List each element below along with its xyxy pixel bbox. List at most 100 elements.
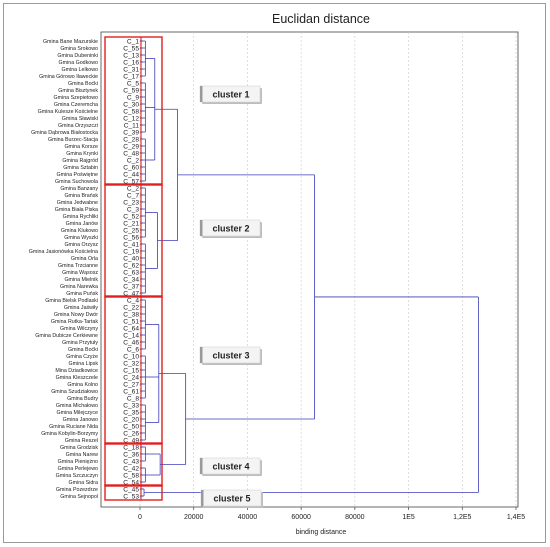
cluster-label-marker: [200, 347, 203, 363]
leaf-code-label: C_38: [123, 311, 139, 318]
x-tick-label: 60000: [291, 514, 311, 521]
x-tick-label: 0: [138, 514, 142, 521]
leaf-code-label: C_54: [123, 479, 139, 486]
municipality-label: Gmina Rutka-Tartak: [51, 319, 98, 325]
leaf-code-label: C_43: [123, 458, 139, 465]
municipality-label: Gmina Kleszczele: [56, 375, 98, 381]
x-axis-label: binding distance: [296, 529, 347, 536]
leaf-code-label: C_44: [123, 171, 139, 178]
x-tick-label: 1,2E5: [453, 514, 471, 521]
municipality-label: Gmina Narew: [66, 452, 99, 458]
municipality-label: Gmina Trzcianne: [58, 263, 98, 269]
leaf-code-label: C_23: [123, 199, 139, 206]
municipality-label: Gmina Bisztynek: [58, 88, 98, 94]
cluster-highlight-box: [104, 442, 163, 487]
municipality-label: Gmina Biała Piska: [55, 207, 98, 213]
municipality-label: Gmina Szepietowo: [54, 95, 99, 101]
municipality-label: Mina Dziadkowice: [55, 368, 98, 374]
x-tick-label: 20000: [184, 514, 204, 521]
leaf-code-label: C_30: [123, 101, 139, 108]
municipality-label: Gmina Sztabin: [63, 165, 98, 171]
municipality-label: Gmina Suchowola: [55, 179, 98, 185]
municipality-label: Gmina Korsze: [64, 144, 98, 150]
leaf-code-label: C_41: [123, 241, 139, 248]
municipality-label: Gmina Grodzisk: [60, 445, 98, 451]
municipality-label: Gmina Wąsosz: [62, 270, 98, 276]
municipality-label: Gmina Banzany: [60, 186, 98, 192]
leaf-code-label: C_25: [123, 227, 139, 234]
municipality-label: Gmina Czyże: [66, 354, 98, 360]
municipality-label: Gmina Mielnik: [64, 277, 98, 283]
municipality-label: Gmina Lelkowo: [61, 67, 98, 73]
leaf-code-label: C_58: [123, 472, 139, 479]
leaf-code-label: C_40: [123, 255, 139, 262]
leaf-code-label: C_19: [123, 248, 139, 255]
leaf-code-label: C_47: [123, 290, 139, 297]
leaf-code-label: C_53: [123, 493, 139, 500]
leaf-code-label: C_63: [123, 269, 139, 276]
municipality-label: Gmina Klukowo: [61, 228, 98, 234]
municipality-label: Gmina Krynki: [66, 151, 98, 157]
leaf-code-label: C_48: [123, 150, 139, 157]
municipality-label: Gmina Pieniężno: [58, 459, 98, 465]
leaf-code-label: C_57: [123, 178, 139, 185]
municipality-label: Gmina Rychliki: [63, 214, 98, 220]
municipality-label: Gmina Puńsk: [66, 291, 98, 297]
municipality-label: Gmina Wilczyny: [60, 326, 98, 332]
leaf-code-label: C_18: [123, 444, 139, 451]
leaf-code-label: C_10: [123, 353, 139, 360]
leaf-code-label: C_1: [127, 38, 139, 45]
leaf-code-label: C_58: [123, 108, 139, 115]
municipality-label: Gmina Szudziałowo: [51, 389, 98, 395]
leaf-code-label: C_34: [123, 276, 139, 283]
x-tick-label: 1,4E5: [507, 514, 525, 521]
cluster-highlight-box: [104, 183, 163, 298]
cluster-highlight-box: [104, 484, 163, 501]
leaf-code-label: C_2: [127, 185, 139, 192]
municipality-label: Gmina Brańsk: [64, 193, 98, 199]
leaf-code-label: C_42: [123, 465, 139, 472]
leaf-code-label: C_21: [123, 220, 139, 227]
municipality-label: Gmina Sławiski: [62, 116, 98, 122]
leaf-code-label: C_39: [123, 129, 139, 136]
leaf-code-label: C_13: [123, 52, 139, 59]
municipality-label: Gmina Boćki: [68, 347, 98, 353]
leaf-code-label: C_12: [123, 115, 139, 122]
municipality-label: Gmina Godkowo: [59, 60, 99, 66]
municipality-label: Gmina Lipsk: [69, 361, 99, 367]
leaf-code-label: C_22: [123, 304, 139, 311]
dendrogram-chart: Euclidan distance 0 20000 40000 60000 80000 1E…: [29, 12, 525, 536]
leaf-code-label: C_33: [123, 402, 139, 409]
cluster-label-marker: [200, 86, 203, 102]
leaf-code-label: C_36: [123, 451, 139, 458]
municipality-label: Gmina Janowo: [63, 417, 98, 423]
leaf-code-label: C_55: [123, 45, 139, 52]
municipality-label: Gmina Szczuczyn: [56, 473, 98, 479]
municipality-label: Gmina Górowo Iławeckie: [39, 74, 98, 80]
municipality-label: Gmina Bane Mazurskie: [43, 39, 98, 45]
leaf-code-label: C_16: [123, 59, 139, 66]
municipality-label: Gmina Przytuły: [62, 340, 98, 346]
leaf-code-label: C_5: [127, 80, 139, 87]
plot-area: [100, 31, 519, 508]
leaf-code-label: C_46: [123, 339, 139, 346]
cluster-label: cluster 5: [213, 494, 250, 504]
municipality-label: Gmina Jaświły: [64, 305, 98, 311]
leaf-code-label: C_31: [123, 66, 139, 73]
municipality-label: Gmina Kobylin-Borzymy: [41, 431, 98, 437]
cluster-label: cluster 2: [212, 224, 249, 234]
municipality-label: Gmina Janów: [66, 221, 99, 227]
leaf-code-label: C_35: [123, 409, 139, 416]
leaf-code-label: C_14: [123, 332, 139, 339]
municipality-label: Gmina Dubeninki: [57, 53, 98, 59]
leaf-code-label: C_15: [123, 367, 139, 374]
municipality-label: Gmina Narewka: [60, 284, 98, 290]
municipality-label: Gmina Orla: [71, 256, 98, 262]
municipality-label: Gmina Jedwabne: [57, 200, 98, 206]
municipality-label: Gmina Wyszki: [64, 235, 98, 241]
municipality-label: Gmina Jasionówka Kościelna: [29, 249, 98, 255]
municipality-label: Gmina Ruciane Nida: [49, 424, 98, 430]
municipality-label: Gmina Orzyszczi: [58, 123, 98, 129]
municipality-label: Gmina Srokowo: [60, 46, 98, 52]
municipality-label: Gmina Burzec-Stacja: [48, 137, 98, 143]
